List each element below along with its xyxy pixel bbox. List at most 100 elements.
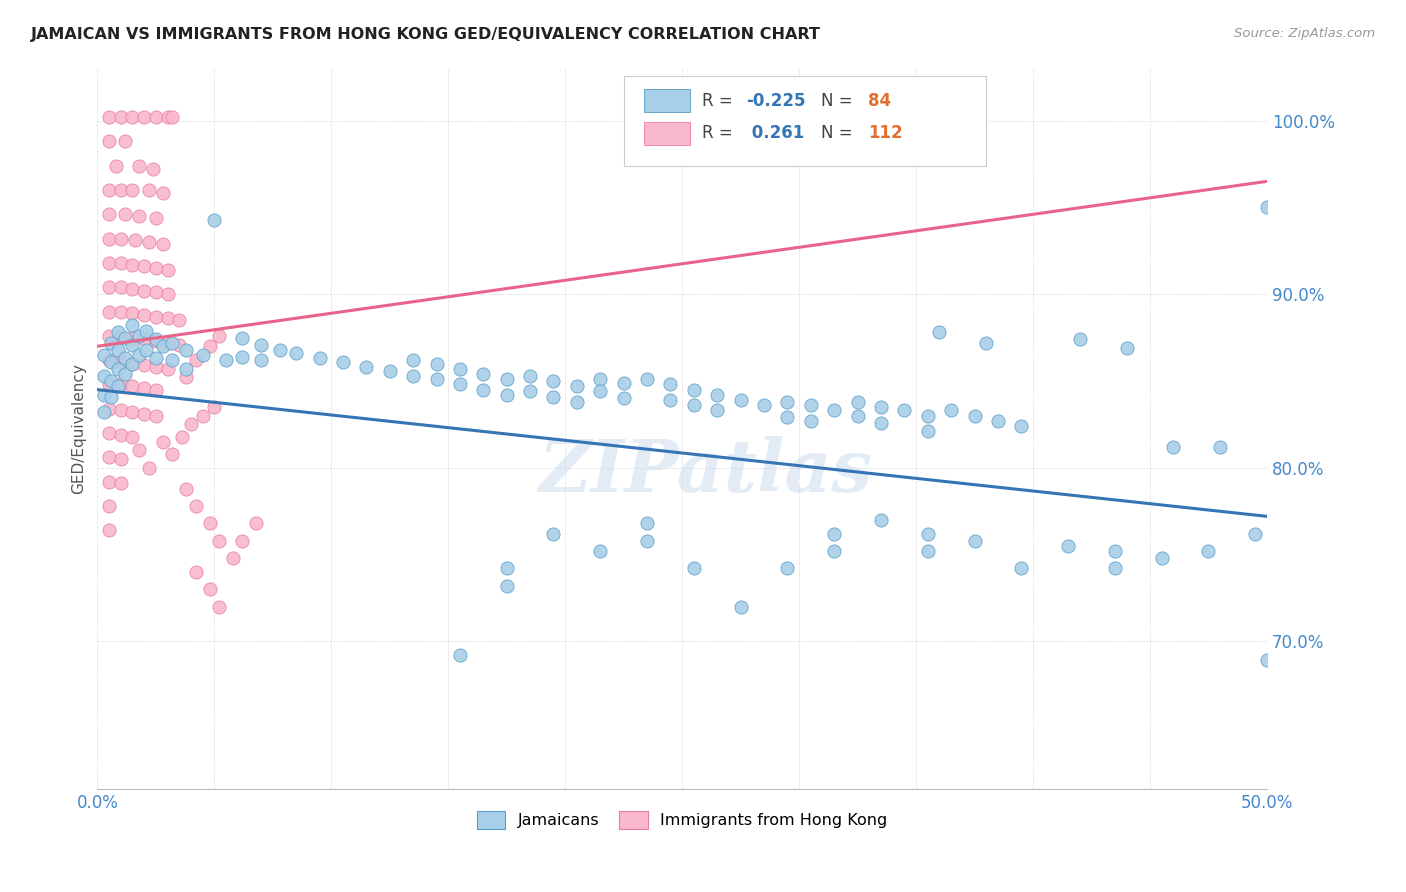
Point [184,565,207,579]
Point [1104,561,1126,575]
Point [121,357,143,371]
Point [167,337,190,351]
Point [114,351,136,366]
Point [110,256,132,270]
Point [98,328,121,343]
Point [776,410,799,425]
Text: N =: N = [821,124,858,143]
Point [110,377,132,392]
Point [145,383,167,397]
Point [202,212,225,227]
Point [134,359,156,373]
Point [145,285,167,300]
Point [963,409,986,423]
Point [128,159,150,173]
Point [107,361,129,376]
Point [208,533,231,548]
Point [870,513,893,527]
Point [128,328,150,343]
Point [1010,419,1032,434]
Point [98,377,121,392]
Point [1256,200,1278,214]
Point [613,392,636,406]
Point [98,232,121,246]
Point [659,377,682,392]
Point [939,403,962,417]
Point [356,360,378,375]
Point [198,339,221,353]
Point [917,425,939,439]
Point [174,370,197,384]
Point [142,162,165,177]
Point [682,383,704,397]
Point [93,405,115,419]
Point [138,460,160,475]
Point [589,544,612,558]
Point [98,304,121,318]
Point [114,207,136,221]
Point [495,372,517,386]
Point [823,526,845,541]
Point [160,447,183,461]
Point [1010,561,1032,575]
Point [121,306,143,320]
Point [565,379,588,393]
Point [1150,551,1173,566]
Point [495,561,517,575]
Point [1256,653,1278,667]
Point [121,405,143,419]
Point [128,443,150,458]
Point [121,337,143,351]
Point [134,260,156,274]
Point [191,409,214,423]
Text: JAMAICAN VS IMMIGRANTS FROM HONG KONG GED/EQUIVALENCY CORRELATION CHART: JAMAICAN VS IMMIGRANTS FROM HONG KONG GE… [31,27,821,42]
Point [823,544,845,558]
Point [145,110,167,124]
Point [121,357,143,371]
Point [110,304,132,318]
Point [589,372,612,386]
Point [191,348,214,362]
FancyBboxPatch shape [644,122,690,145]
Point [917,544,939,558]
Text: R =: R = [702,92,738,110]
Point [134,407,156,421]
Point [870,416,893,430]
Point [425,372,447,386]
Point [121,282,143,296]
Point [98,256,121,270]
Point [167,313,190,327]
Point [208,328,231,343]
Point [134,381,156,395]
Point [472,383,495,397]
Point [135,343,157,357]
FancyBboxPatch shape [624,76,986,166]
Point [160,353,183,368]
Point [98,280,121,294]
Point [145,351,167,366]
Point [449,648,471,663]
Point [145,310,167,324]
Point [917,409,939,423]
Point [107,379,129,393]
Point [107,343,129,357]
Point [472,367,495,381]
Point [128,348,150,362]
Point [250,337,273,351]
Point [134,332,156,346]
Point [93,348,115,362]
Point [156,110,179,124]
Point [110,328,132,343]
Text: Source: ZipAtlas.com: Source: ZipAtlas.com [1234,27,1375,40]
Point [1209,440,1232,454]
Point [145,334,167,348]
Point [180,417,202,432]
Point [100,374,122,388]
Point [636,372,658,386]
Point [184,499,207,513]
Point [98,183,121,197]
Point [110,110,132,124]
Point [156,263,179,277]
Point [800,414,823,428]
Point [519,384,541,399]
